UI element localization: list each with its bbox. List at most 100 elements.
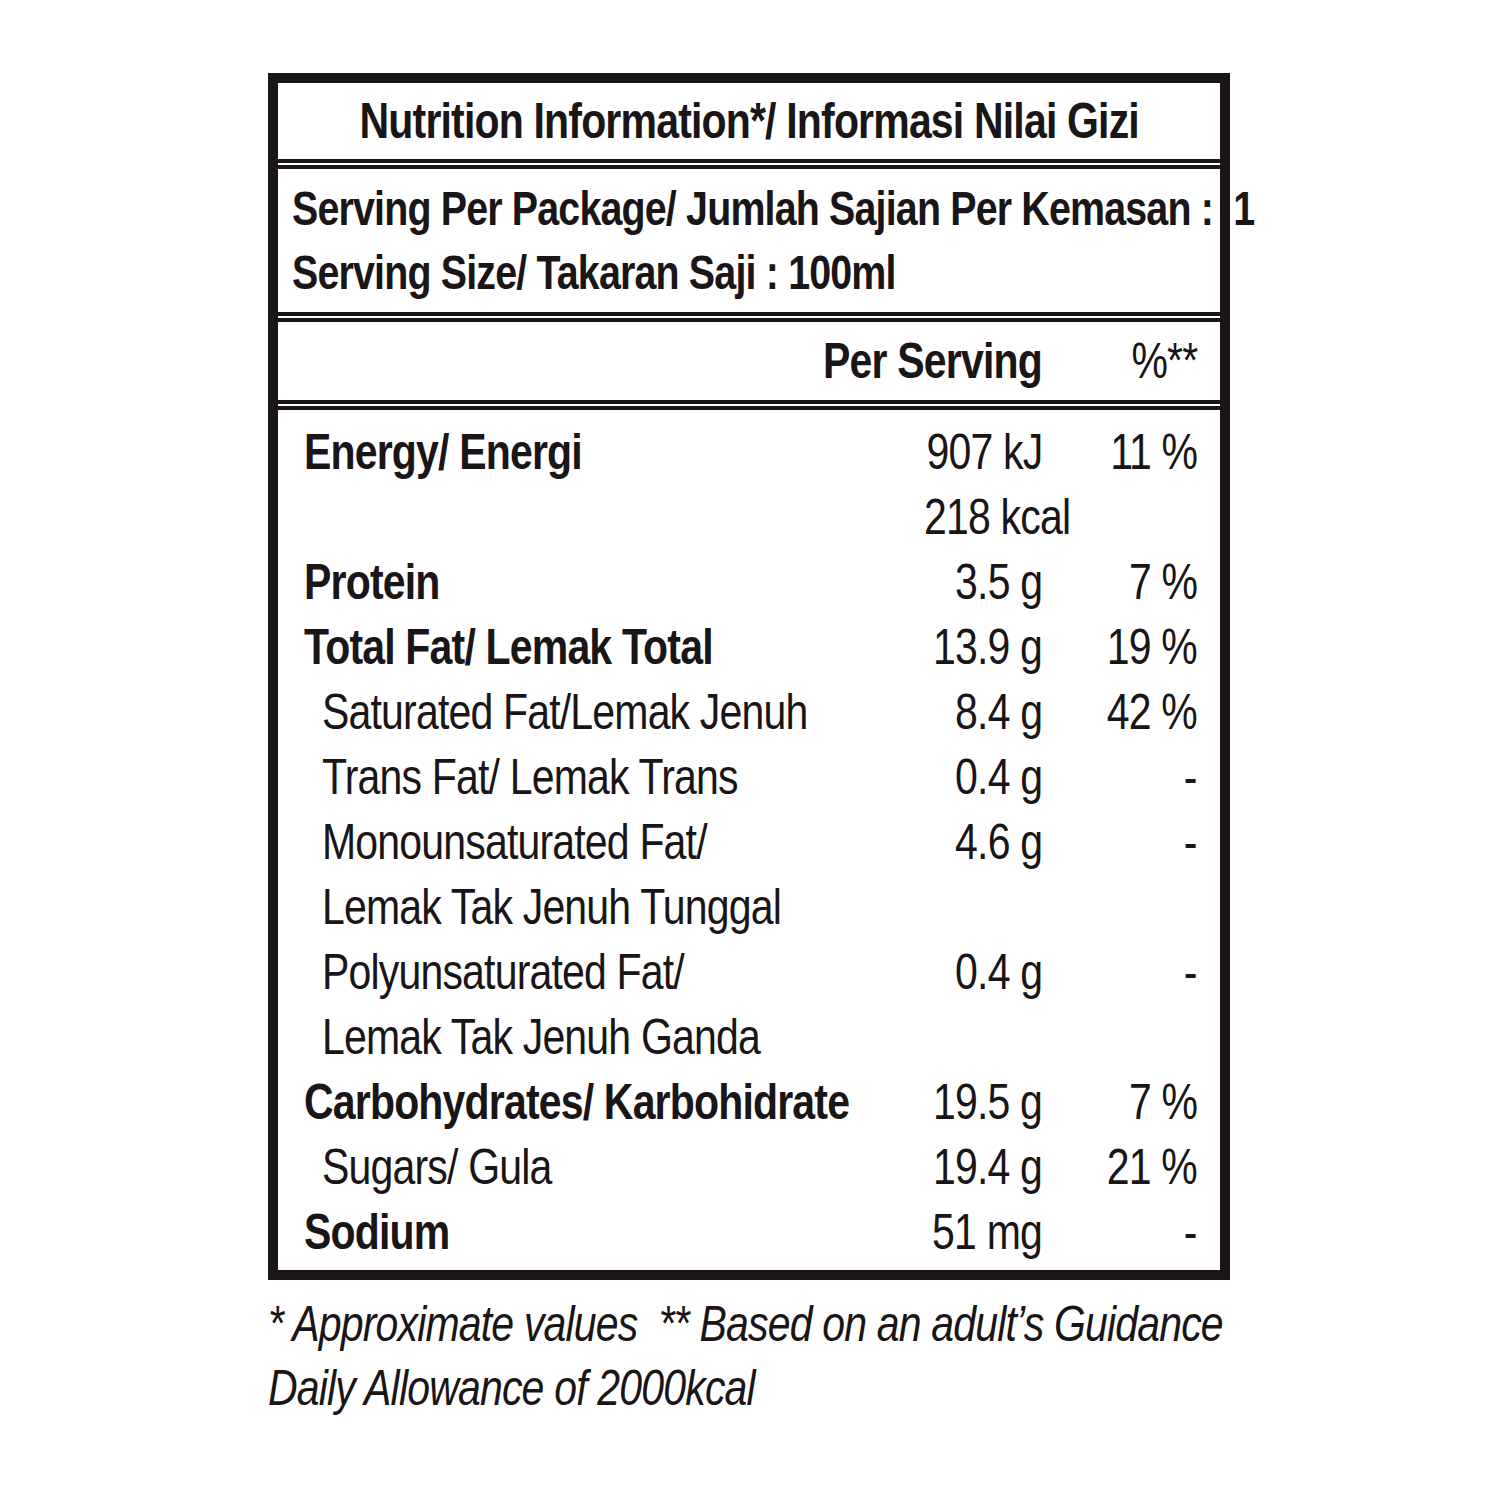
nutrient-value-text: 8.4 g	[955, 680, 1042, 745]
nutrient-value-line: 3.5 g	[892, 550, 1042, 615]
footnote-line-2: Daily Allowance of 2000kcal	[268, 1356, 1278, 1420]
nutrient-row-sodium: Sodium 51 mg -	[278, 1200, 1220, 1265]
column-header-row: Per Serving %**	[278, 322, 1220, 400]
nutrient-row-polyunsaturated-fat: Polyunsaturated Fat/Lemak Tak Jenuh Gand…	[278, 940, 1220, 1070]
nutrient-value-line: 19.4 g	[892, 1135, 1042, 1200]
nutrient-percent-text: -	[1184, 940, 1197, 1005]
serving-line-text: Serving Per Package/ Jumlah Sajian Per K…	[292, 177, 1254, 241]
nutrient-label-text: Protein	[304, 550, 440, 615]
nutrient-value-line: 8.4 g	[892, 680, 1042, 745]
nutrient-row-carbohydrates: Carbohydrates/ Karbohidrate 19.5 g 7 %	[278, 1070, 1220, 1135]
nutrition-label: Nutrition Information*/ Informasi Nilai …	[268, 73, 1230, 1280]
nutrient-percent-saturated-fat: 42 %	[1042, 680, 1197, 745]
nutrient-percent-trans-fat: -	[1042, 745, 1197, 810]
nutrient-label-text: Saturated Fat/Lemak Jenuh	[322, 680, 807, 745]
nutrient-label-saturated-fat: Saturated Fat/Lemak Jenuh	[278, 680, 892, 745]
label-title: Nutrition Information*/ Informasi Nilai …	[359, 92, 1138, 150]
nutrient-value-line: 0.4 g	[892, 745, 1042, 810]
page-background: Nutrition Information*/ Informasi Nilai …	[0, 0, 1500, 1500]
nutrient-value-sodium: 51 mg	[892, 1200, 1042, 1265]
nutrient-value-text: 0.4 g	[955, 745, 1042, 810]
nutrient-percent-text: 7 %	[1129, 550, 1197, 615]
nutrient-label-line: Monounsaturated Fat/	[322, 810, 892, 875]
nutrient-value-text: 0.4 g	[955, 940, 1042, 1005]
nutrient-value-energy: 907 kJ218 kcal	[892, 420, 1042, 550]
nutrient-value-monounsaturated-fat: 4.6 g	[892, 810, 1042, 875]
nutrient-label-line: Polyunsaturated Fat/	[322, 940, 892, 1005]
separator-rule	[278, 312, 1220, 322]
nutrient-label-monounsaturated-fat: Monounsaturated Fat/Lemak Tak Jenuh Tung…	[278, 810, 892, 940]
nutrient-value-sugars: 19.4 g	[892, 1135, 1042, 1200]
nutrient-percent-text: -	[1184, 810, 1197, 875]
nutrient-label-text: Total Fat/ Lemak Total	[304, 615, 713, 680]
nutrient-value-line: 218 kcal	[892, 485, 1042, 550]
footnote-line-1: * Approximate values ** Based on an adul…	[268, 1292, 1278, 1356]
nutrient-label-line: Protein	[304, 550, 892, 615]
serving-line-2: Serving Size/ Takaran Saji : 100ml	[292, 241, 1206, 305]
nutrient-label-polyunsaturated-fat: Polyunsaturated Fat/Lemak Tak Jenuh Gand…	[278, 940, 892, 1070]
nutrient-label-text: Sodium	[304, 1200, 449, 1265]
nutrient-percent-carbohydrates: 7 %	[1042, 1070, 1197, 1135]
nutrient-value-trans-fat: 0.4 g	[892, 745, 1042, 810]
nutrient-value-saturated-fat: 8.4 g	[892, 680, 1042, 745]
serving-line-text: Serving Size/ Takaran Saji : 100ml	[292, 241, 896, 305]
nutrient-percent-protein: 7 %	[1042, 550, 1197, 615]
nutrient-value-text: 3.5 g	[955, 550, 1042, 615]
nutrient-value-carbohydrates: 19.5 g	[892, 1070, 1042, 1135]
separator-rule	[278, 400, 1220, 410]
nutrient-percent-sodium: -	[1042, 1200, 1197, 1265]
nutrient-row-trans-fat: Trans Fat/ Lemak Trans 0.4 g -	[278, 745, 1220, 810]
column-header-per-serving: Per Serving	[742, 332, 1042, 390]
nutrient-row-sugars: Sugars/ Gula 19.4 g 21 %	[278, 1135, 1220, 1200]
nutrient-percent-total-fat: 19 %	[1042, 615, 1197, 680]
nutrient-percent-text: -	[1184, 745, 1197, 810]
nutrient-label-line: Lemak Tak Jenuh Ganda	[322, 1005, 892, 1070]
nutrient-row-total-fat: Total Fat/ Lemak Total 13.9 g 19 %	[278, 615, 1220, 680]
nutrient-label-text: Trans Fat/ Lemak Trans	[322, 745, 738, 810]
footnote-text: Daily Allowance of 2000kcal	[268, 1356, 755, 1420]
nutrient-row-saturated-fat: Saturated Fat/Lemak Jenuh 8.4 g 42 %	[278, 680, 1220, 745]
nutrient-label-sodium: Sodium	[278, 1200, 892, 1265]
nutrient-percent-monounsaturated-fat: -	[1042, 810, 1197, 875]
nutrient-label-text: Polyunsaturated Fat/	[322, 940, 684, 1005]
nutrient-percent-energy: 11 %	[1042, 420, 1197, 485]
nutrient-percent-polyunsaturated-fat: -	[1042, 940, 1197, 1005]
serving-info-section: Serving Per Package/ Jumlah Sajian Per K…	[278, 169, 1220, 312]
nutrient-row-energy: Energy/ Energi907 kJ218 kcal 11 %	[278, 420, 1220, 550]
nutrient-value-line: 13.9 g	[892, 615, 1042, 680]
footnote-text: * Approximate values ** Based on an adul…	[268, 1292, 1223, 1356]
nutrient-label-text: Lemak Tak Jenuh Ganda	[322, 1005, 760, 1070]
nutrient-percent-text: 42 %	[1107, 680, 1197, 745]
label-title-section: Nutrition Information*/ Informasi Nilai …	[278, 83, 1220, 159]
nutrient-label-line: Lemak Tak Jenuh Tunggal	[322, 875, 892, 940]
nutrient-percent-text: 21 %	[1107, 1135, 1197, 1200]
serving-line-1: Serving Per Package/ Jumlah Sajian Per K…	[292, 177, 1206, 241]
footnote: * Approximate values ** Based on an adul…	[268, 1292, 1278, 1420]
nutrient-value-line: 51 mg	[892, 1200, 1042, 1265]
nutrient-value-line: 0.4 g	[892, 940, 1042, 1005]
nutrient-label-total-fat: Total Fat/ Lemak Total	[278, 615, 892, 680]
nutrient-value-text: 218 kcal	[924, 485, 1070, 550]
nutrient-value-text: 4.6 g	[955, 810, 1042, 875]
nutrient-label-line: Total Fat/ Lemak Total	[304, 615, 892, 680]
nutrient-percent-text: 7 %	[1129, 1070, 1197, 1135]
nutrient-label-text: Sugars/ Gula	[322, 1135, 551, 1200]
nutrient-label-line: Saturated Fat/Lemak Jenuh	[322, 680, 892, 745]
nutrient-value-text: 19.4 g	[933, 1135, 1042, 1200]
nutrient-value-text: 51 mg	[932, 1200, 1042, 1265]
nutrient-value-line: 19.5 g	[892, 1070, 1042, 1135]
nutrient-label-line: Sodium	[304, 1200, 892, 1265]
nutrient-label-sugars: Sugars/ Gula	[278, 1135, 892, 1200]
nutrient-percent-text: 11 %	[1110, 420, 1197, 485]
nutrient-percent-text: -	[1184, 1200, 1197, 1265]
nutrient-label-text: Carbohydrates/ Karbohidrate	[304, 1070, 849, 1135]
nutrient-label-energy: Energy/ Energi	[278, 420, 892, 485]
nutrient-value-polyunsaturated-fat: 0.4 g	[892, 940, 1042, 1005]
nutrient-label-carbohydrates: Carbohydrates/ Karbohidrate	[278, 1070, 892, 1135]
nutrient-percent-sugars: 21 %	[1042, 1135, 1197, 1200]
nutrient-label-line: Sugars/ Gula	[322, 1135, 892, 1200]
nutrient-label-text: Monounsaturated Fat/	[322, 810, 707, 875]
nutrient-row-monounsaturated-fat: Monounsaturated Fat/Lemak Tak Jenuh Tung…	[278, 810, 1220, 940]
nutrient-percent-text: 19 %	[1107, 615, 1197, 680]
nutrient-value-protein: 3.5 g	[892, 550, 1042, 615]
